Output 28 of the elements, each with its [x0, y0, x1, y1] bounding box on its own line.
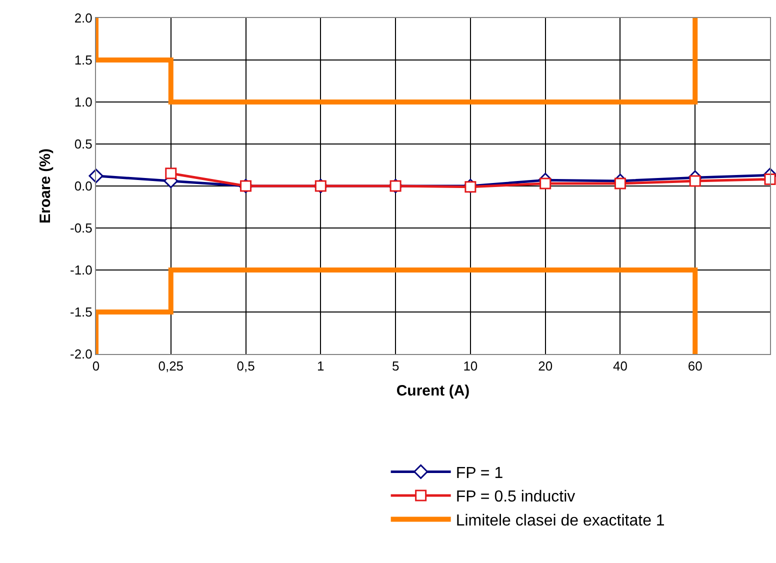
y-tick-label: -0.5 — [70, 220, 92, 236]
x-tick-label: 0,25 — [158, 358, 184, 374]
y-tick-label: 1.5 — [74, 52, 92, 68]
x-tick-label: 20 — [538, 358, 553, 374]
x-tick-label: 1 — [317, 358, 324, 374]
y-tick-label: -1.5 — [70, 304, 92, 320]
point — [614, 178, 626, 190]
point — [764, 174, 776, 186]
point — [165, 168, 177, 180]
x-tick-label: 60 — [688, 358, 702, 374]
y-tick-label: -2.0 — [70, 346, 92, 362]
x-axis-title: Curent (A) — [396, 382, 470, 400]
point — [689, 175, 701, 187]
point — [540, 178, 552, 190]
y-tick-label: 0.5 — [74, 136, 92, 152]
x-tick-label: 0,5 — [236, 358, 255, 374]
y-tick-label: 1.0 — [74, 94, 92, 110]
x-tick-label: 5 — [392, 358, 400, 374]
legend-label: FP = 1 — [456, 464, 504, 482]
x-tick-label: 0 — [92, 358, 100, 374]
legend-label: Limitele clasei de exactitate 1 — [456, 512, 665, 530]
x-tick-label: 40 — [612, 358, 628, 374]
x-tick-label: 10 — [463, 358, 478, 374]
y-tick-label: 2.0 — [74, 10, 92, 26]
point — [464, 181, 476, 193]
y-tick-label: -1.0 — [70, 262, 92, 278]
y-tick-label: 0.0 — [74, 178, 92, 194]
y-axis-title: Eroare (%) — [37, 148, 54, 224]
